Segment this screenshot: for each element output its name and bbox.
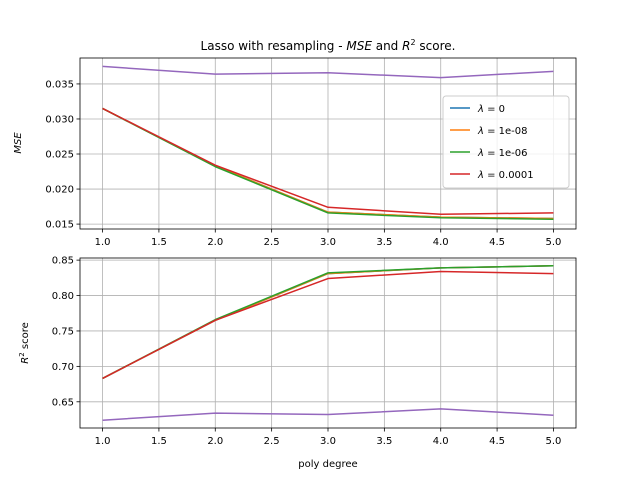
title-part-2: and [372,39,402,53]
figure-title: Lasso with resampling - MSE and R2 score… [201,38,456,53]
r2-xtick-label: 2.0 [207,436,223,447]
mse-ytick-label: 0.025 [45,150,74,161]
r2-ylabel: R2 score [18,322,31,363]
mse-ytick-label: 0.035 [45,79,74,90]
r2-series-line-4 [102,270,554,380]
r2-series-line-5 [102,408,554,421]
r2-ytick-label: 0.65 [52,397,74,408]
r2-xtick-label: 1.5 [151,436,167,447]
r2-xtick-label: 2.5 [264,436,280,447]
mse-xtick-label: 1.0 [95,237,111,248]
r2-xlabel: poly degree [298,459,357,470]
r2-xtick-label: 4.0 [433,436,449,447]
mse-ytick-label: 0.030 [45,114,74,125]
title-part-3: score. [416,39,456,53]
mse-series-line-4 [102,107,554,216]
mse-ylabel: MSE [13,132,24,154]
mse-panel: 1.0 1.5 2.0 2.5 3.0 3.5 4.0 4.5 5.0 0.015 0.020 0.0… [45,57,577,248]
mse-xtick-label: 2.5 [264,237,280,248]
mse-xtick-label: 2.0 [207,237,223,248]
mse-ytick-label: 0.020 [45,185,74,196]
mse-xtick-label: 4.0 [433,237,449,248]
legend-label-2: λ = 1e-08 [477,126,528,137]
mse-xtick-label: 3.5 [376,237,392,248]
r2-ytick-label: 0.75 [52,326,74,337]
r2-ylabel-superscript: 2 [18,352,26,356]
legend: λ = 0 λ = 1e-08 λ = 1e-06 λ = 0.0001 [442,95,570,189]
r2-xtick-label: 3.0 [320,436,336,447]
r2-ylabel-score: score [20,322,31,352]
r2-xtick-label: 5.0 [546,436,562,447]
title-part-r: R [402,39,410,53]
mse-series-line-5 [102,65,554,79]
r2-ylabel-r: R [20,357,31,364]
legend-label-4: λ = 0.0001 [477,170,534,181]
legend-frame [442,95,570,189]
mse-series-line-3 [102,107,554,220]
r2-xtick-label: 3.5 [376,436,392,447]
mse-xtick-label: 4.5 [489,237,505,248]
mse-xtick-label: 3.0 [320,237,336,248]
legend-label-1: λ = 0 [477,104,505,115]
r2-panel: 1.0 1.5 2.0 2.5 3.0 3.5 4.0 4.5 5.0 0.65 0.70 0.75 0… [52,256,577,447]
r2-xtick-label: 4.5 [489,436,505,447]
mse-xtick-label: 5.0 [546,237,562,248]
mse-xtick-label: 1.5 [151,237,167,248]
legend-label-3: λ = 1e-06 [477,148,528,159]
title-part-mse: MSE [346,39,372,53]
r2-ytick-label: 0.70 [52,362,74,373]
title-part-superscript: 2 [410,38,415,47]
r2-ytick-label: 0.80 [52,291,74,302]
title-part-1: Lasso with resampling - [201,39,347,53]
r2-xtick-label: 1.0 [95,436,111,447]
r2-ytick-label: 0.85 [52,256,74,267]
mse-ytick-label: 0.015 [45,220,74,231]
